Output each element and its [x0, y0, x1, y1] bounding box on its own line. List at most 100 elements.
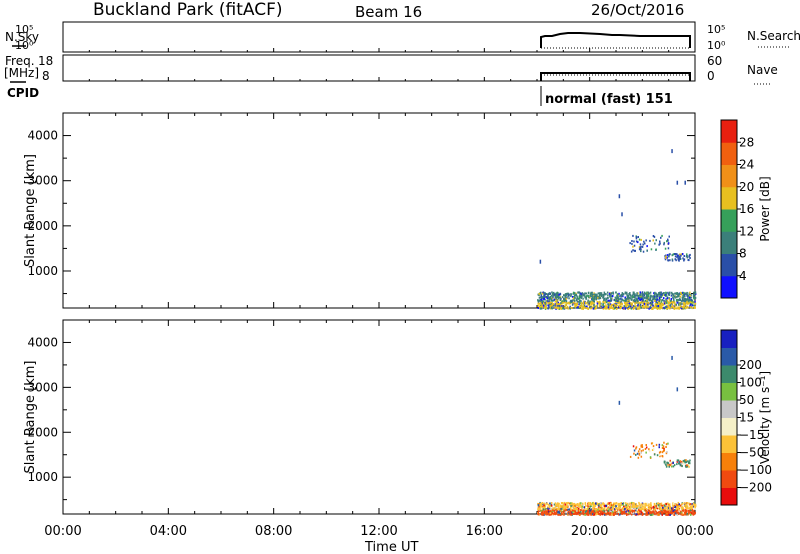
echo-cell — [584, 295, 586, 298]
echo-cell — [595, 298, 597, 301]
echo-cell — [566, 292, 569, 295]
echo-cell — [645, 294, 648, 297]
echo-cell — [640, 512, 643, 515]
echo-cell — [658, 301, 661, 304]
echo-cell — [628, 302, 631, 305]
echo-cell — [551, 304, 553, 307]
echo-cell — [638, 503, 641, 506]
colorbar-tick-label: 8 — [739, 247, 747, 261]
echo-cell — [618, 292, 620, 295]
echo-cell — [539, 305, 542, 308]
echo-cell — [624, 307, 626, 310]
echo-cell — [648, 307, 650, 310]
echo-cell — [629, 455, 632, 458]
velocity-colorbar-label: Velocity [m s⁻¹] — [758, 371, 772, 464]
echo-cell — [637, 506, 640, 509]
echo-cell — [636, 292, 638, 295]
echo-cell — [550, 502, 553, 504]
echo-cell — [578, 297, 580, 300]
echo-cell — [665, 299, 667, 302]
echo-cell — [607, 294, 609, 297]
echo-cell — [579, 305, 582, 308]
colorbar-segment — [721, 142, 737, 165]
echo-cell — [680, 291, 682, 294]
echo-cell — [557, 511, 559, 513]
echo-cell — [546, 299, 548, 302]
echo-cell — [608, 511, 610, 514]
echo-cell — [563, 507, 565, 510]
echo-cell — [609, 306, 611, 309]
echo-cell — [620, 504, 623, 507]
echo-cell — [652, 235, 655, 237]
echo-cell — [657, 504, 660, 507]
echo-cell — [571, 299, 574, 302]
echo-cell — [662, 292, 665, 295]
echo-cell — [576, 507, 578, 510]
echo-cell — [658, 295, 660, 298]
colorbar-tick-label: −200 — [739, 481, 772, 495]
echo-cell — [554, 300, 557, 303]
echo-cell — [655, 443, 658, 446]
echo-cell — [660, 296, 663, 299]
echo-cell — [585, 297, 587, 300]
echo-cell — [611, 295, 614, 298]
echo-cell — [687, 294, 689, 297]
echo-cell — [608, 502, 610, 505]
echo-cell — [659, 306, 661, 309]
echo-cell — [659, 295, 661, 298]
echo-cell — [578, 303, 580, 306]
echo-cell — [578, 300, 580, 303]
echo-cell — [675, 503, 678, 506]
echo-cell — [569, 511, 571, 514]
echo-cell — [633, 299, 636, 302]
y-tick-label: 2000 — [27, 425, 58, 439]
echo-cell — [548, 298, 551, 300]
echo-cell — [579, 503, 581, 506]
echo-cell — [560, 307, 562, 310]
echo-cell — [690, 511, 692, 514]
echo-cell — [653, 298, 655, 301]
echo-cell — [580, 293, 582, 296]
echo-cell — [631, 294, 634, 297]
echo-cell — [591, 510, 594, 513]
echo-cell — [660, 508, 663, 511]
echo-cell — [588, 302, 590, 305]
echo-cell — [600, 294, 603, 297]
echo-cell — [680, 293, 683, 296]
echo-cell — [665, 504, 667, 507]
echo-cell — [580, 296, 583, 298]
echo-cell — [641, 446, 644, 448]
echo-cell — [614, 502, 616, 505]
echo-cell — [689, 462, 691, 465]
echo-cell — [654, 513, 656, 516]
echo-cell — [686, 294, 688, 297]
time-tick-label: 00:00 — [676, 524, 713, 539]
echo-cell — [574, 303, 576, 306]
echo-cell — [638, 453, 641, 456]
echo-cell — [682, 459, 685, 462]
time-tick-label: 16:00 — [466, 524, 503, 539]
echo-cell — [646, 249, 648, 252]
echo-cell — [666, 307, 668, 310]
echo-cell — [652, 308, 654, 310]
echo-cell — [539, 504, 542, 507]
echo-cell — [587, 307, 590, 310]
echo-cell — [660, 511, 663, 514]
echo-cell — [598, 509, 600, 512]
echo-cell — [572, 511, 574, 513]
echo-cell — [631, 306, 634, 309]
echo-cell — [629, 292, 631, 294]
echo-cell — [621, 292, 624, 295]
echo-cell — [670, 461, 672, 464]
echo-cell — [543, 510, 546, 513]
echo-cell — [593, 297, 595, 300]
cpid-label: CPID — [7, 86, 39, 100]
echo-cell — [538, 296, 541, 299]
echo-cell — [642, 306, 644, 309]
echo-cell — [649, 239, 651, 242]
echo-cell — [604, 305, 606, 308]
echo-cell — [608, 299, 610, 302]
echo-cell — [661, 234, 663, 237]
echo-point — [676, 387, 679, 392]
echo-cell — [647, 306, 649, 309]
